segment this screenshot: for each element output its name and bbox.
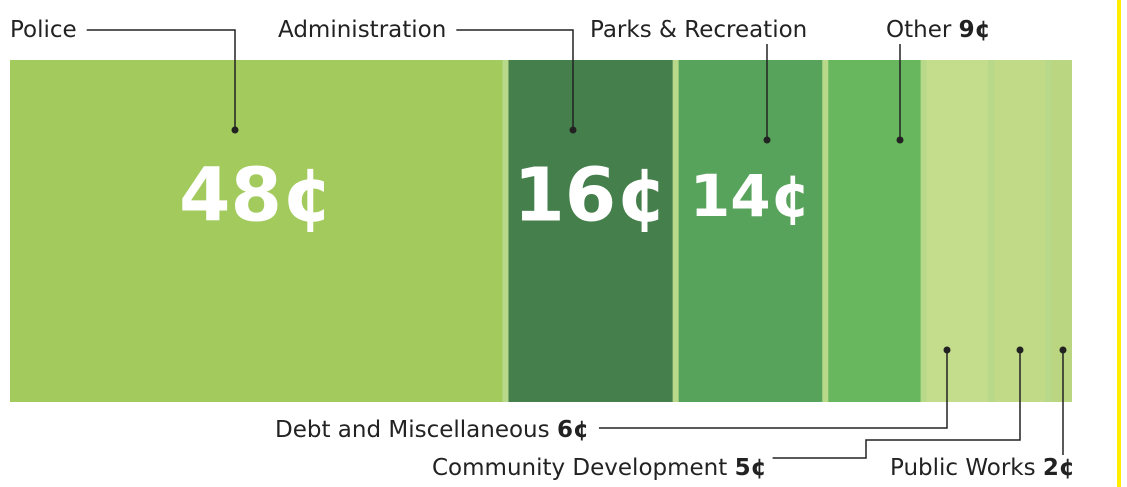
category-label: Police (10, 17, 77, 43)
chart: 48¢ 16¢ 14¢ Police Administration Parks & Rec… (0, 0, 1127, 487)
category-name: Parks & Recreation (590, 17, 807, 43)
category-label: Public Works 2¢ (890, 455, 1075, 481)
category-name: Other (886, 17, 952, 43)
category-label: Parks & Recreation (590, 17, 807, 43)
value-label: 6¢ (557, 417, 589, 443)
leader-dot (897, 137, 904, 144)
leader-dot (1060, 347, 1067, 354)
segment (828, 60, 920, 402)
category-label: Debt and Miscellaneous 6¢ (275, 417, 589, 443)
edge-stripe (1117, 0, 1121, 487)
value-label: 5¢ (735, 455, 767, 481)
category-name: Police (10, 17, 77, 43)
segment (927, 60, 989, 402)
leader-dot (232, 127, 239, 134)
category-name: Administration (278, 17, 446, 43)
category-label: Community Development 5¢ (432, 455, 767, 481)
leader-dot (1017, 347, 1024, 354)
value-label: 2¢ (1043, 455, 1075, 481)
category-label: Other 9¢ (886, 17, 991, 43)
value-label: 9¢ (959, 17, 991, 43)
leader-dot (764, 137, 771, 144)
category-name: Community Development (432, 455, 727, 481)
category-label: Administration (278, 17, 446, 43)
value-label: 14¢ (690, 162, 811, 230)
category-name: Public Works (890, 455, 1036, 481)
value-label: 16¢ (513, 153, 667, 239)
value-label: 48¢ (179, 153, 333, 239)
leader-dot (570, 127, 577, 134)
category-name: Debt and Miscellaneous (275, 417, 550, 443)
segment (679, 60, 823, 402)
leader-dot (944, 347, 951, 354)
